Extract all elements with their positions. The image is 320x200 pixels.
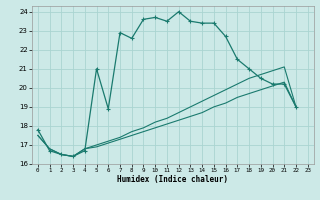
X-axis label: Humidex (Indice chaleur): Humidex (Indice chaleur) (117, 175, 228, 184)
